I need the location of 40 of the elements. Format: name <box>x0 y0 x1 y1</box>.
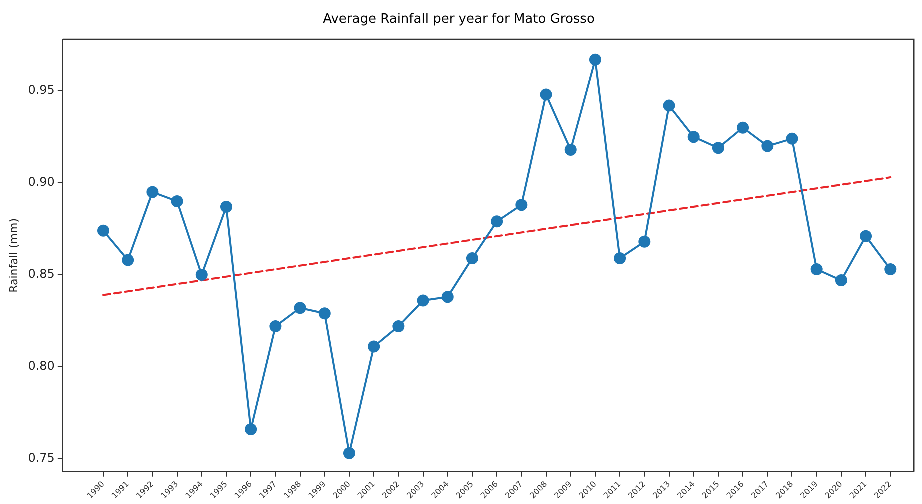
point <box>737 122 750 134</box>
chart-title: Average Rainfall per year for Mato Grosso <box>323 12 595 28</box>
point <box>368 340 380 353</box>
point <box>663 100 676 112</box>
point <box>540 88 552 101</box>
y-tick-label: 0.90 <box>28 175 55 190</box>
point <box>98 224 110 237</box>
y-tick-label: 0.95 <box>28 83 55 98</box>
point <box>564 144 577 156</box>
point <box>638 236 651 248</box>
point <box>786 132 798 145</box>
point <box>245 424 258 436</box>
point <box>516 199 528 212</box>
point <box>417 294 430 307</box>
point <box>146 186 159 198</box>
y-tick-label: 0.75 <box>28 451 55 466</box>
point <box>294 302 306 314</box>
point <box>589 54 602 66</box>
y-axis-title: Rainfall (mm) <box>7 218 20 293</box>
point <box>318 308 331 320</box>
point <box>762 140 774 152</box>
point <box>270 320 282 333</box>
y-tick-label: 0.85 <box>28 267 55 282</box>
point <box>884 264 897 276</box>
point <box>220 200 232 213</box>
point <box>122 254 134 266</box>
point <box>392 320 405 333</box>
point <box>491 216 504 228</box>
point <box>835 274 848 287</box>
point <box>466 252 478 264</box>
point <box>196 269 208 282</box>
point <box>171 195 184 208</box>
point <box>688 131 700 144</box>
point <box>810 264 823 276</box>
point <box>614 252 626 264</box>
y-tick-label: 0.80 <box>28 359 55 374</box>
point <box>860 230 872 242</box>
point <box>712 142 724 154</box>
point <box>442 291 454 304</box>
point <box>343 447 356 460</box>
